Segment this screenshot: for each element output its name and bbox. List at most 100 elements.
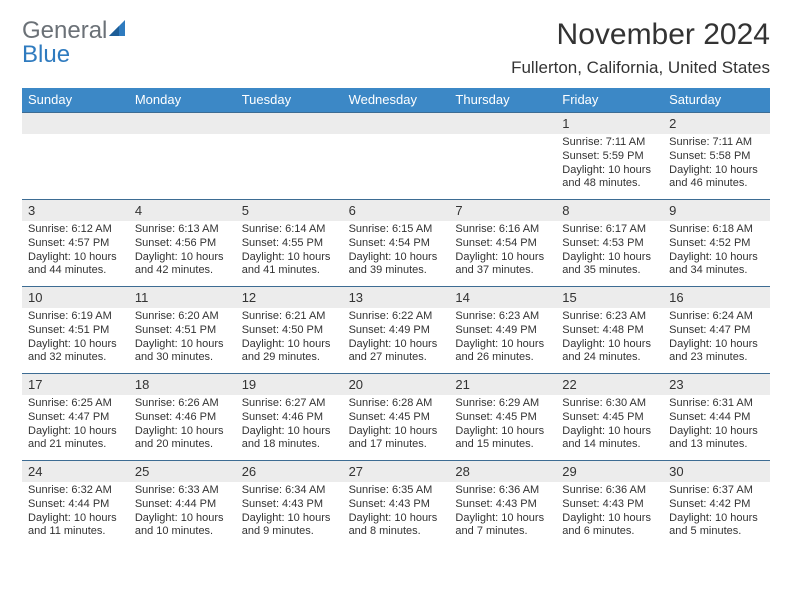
sunset-line: Sunset: 4:43 PM [242,498,337,512]
daylight-line: Daylight: 10 hours and 21 minutes. [28,425,123,453]
sunrise-line: Sunrise: 6:36 AM [562,484,657,498]
daylight-line: Daylight: 10 hours and 10 minutes. [135,512,230,540]
day-detail: Sunrise: 6:28 AMSunset: 4:45 PMDaylight:… [343,395,450,460]
day-detail: Sunrise: 6:26 AMSunset: 4:46 PMDaylight:… [129,395,236,460]
day-number: 19 [236,374,343,395]
location: Fullerton, California, United States [511,58,770,78]
daylight-line: Daylight: 10 hours and 6 minutes. [562,512,657,540]
daylight-line: Daylight: 10 hours and 9 minutes. [242,512,337,540]
sunrise-line: Sunrise: 6:28 AM [349,397,444,411]
day-number: 10 [22,287,129,308]
sunrise-line: Sunrise: 6:30 AM [562,397,657,411]
sunrise-line: Sunrise: 6:35 AM [349,484,444,498]
sunset-line: Sunset: 4:44 PM [135,498,230,512]
day-detail: Sunrise: 6:13 AMSunset: 4:56 PMDaylight:… [129,221,236,286]
sunrise-line: Sunrise: 6:19 AM [28,310,123,324]
sunset-line: Sunset: 4:43 PM [349,498,444,512]
calendar-page: General Blue November 2024 Fullerton, Ca… [0,0,792,557]
daylight-line: Daylight: 10 hours and 35 minutes. [562,251,657,279]
sunrise-line: Sunrise: 6:26 AM [135,397,230,411]
day-number: 9 [663,200,770,221]
daylight-line: Daylight: 10 hours and 7 minutes. [455,512,550,540]
day-number: 6 [343,200,450,221]
sunrise-line: Sunrise: 6:17 AM [562,223,657,237]
daylight-line: Daylight: 10 hours and 13 minutes. [669,425,764,453]
daylight-line: Daylight: 10 hours and 17 minutes. [349,425,444,453]
sunrise-line: Sunrise: 6:37 AM [669,484,764,498]
sunrise-line: Sunrise: 6:15 AM [349,223,444,237]
month-title: November 2024 [511,18,770,52]
day-detail: Sunrise: 6:21 AMSunset: 4:50 PMDaylight:… [236,308,343,373]
day-detail: Sunrise: 6:35 AMSunset: 4:43 PMDaylight:… [343,482,450,547]
day-number [22,113,129,134]
daylight-line: Daylight: 10 hours and 8 minutes. [349,512,444,540]
day-detail: Sunrise: 6:16 AMSunset: 4:54 PMDaylight:… [449,221,556,286]
sunrise-line: Sunrise: 6:31 AM [669,397,764,411]
logo-sail-icon [109,18,129,43]
sunset-line: Sunset: 4:47 PM [669,324,764,338]
day-detail [236,134,343,199]
day-number [129,113,236,134]
day-detail: Sunrise: 6:23 AMSunset: 4:48 PMDaylight:… [556,308,663,373]
daylight-line: Daylight: 10 hours and 32 minutes. [28,338,123,366]
sunset-line: Sunset: 4:49 PM [455,324,550,338]
week-details-row: Sunrise: 6:32 AMSunset: 4:44 PMDaylight:… [22,482,770,547]
sunrise-line: Sunrise: 7:11 AM [562,136,657,150]
sunset-line: Sunset: 4:44 PM [28,498,123,512]
week-number-row: 17181920212223 [22,373,770,395]
day-number: 1 [556,113,663,134]
daylight-line: Daylight: 10 hours and 14 minutes. [562,425,657,453]
day-number: 5 [236,200,343,221]
sunrise-line: Sunrise: 6:14 AM [242,223,337,237]
daylight-line: Daylight: 10 hours and 37 minutes. [455,251,550,279]
sunrise-line: Sunrise: 6:22 AM [349,310,444,324]
sunset-line: Sunset: 4:54 PM [455,237,550,251]
day-detail [129,134,236,199]
sunset-line: Sunset: 4:48 PM [562,324,657,338]
day-detail: Sunrise: 6:33 AMSunset: 4:44 PMDaylight:… [129,482,236,547]
day-detail: Sunrise: 6:36 AMSunset: 4:43 PMDaylight:… [556,482,663,547]
day-detail: Sunrise: 7:11 AMSunset: 5:59 PMDaylight:… [556,134,663,199]
sunset-line: Sunset: 4:45 PM [455,411,550,425]
sunrise-line: Sunrise: 7:11 AM [669,136,764,150]
day-number: 27 [343,461,450,482]
day-number: 16 [663,287,770,308]
day-detail: Sunrise: 6:15 AMSunset: 4:54 PMDaylight:… [343,221,450,286]
day-detail: Sunrise: 6:31 AMSunset: 4:44 PMDaylight:… [663,395,770,460]
day-number: 21 [449,374,556,395]
calendar: SundayMondayTuesdayWednesdayThursdayFrid… [22,88,770,547]
week-number-row: 24252627282930 [22,460,770,482]
week-number-row: 10111213141516 [22,286,770,308]
week-details-row: Sunrise: 7:11 AMSunset: 5:59 PMDaylight:… [22,134,770,199]
day-detail: Sunrise: 6:29 AMSunset: 4:45 PMDaylight:… [449,395,556,460]
day-number: 18 [129,374,236,395]
sunrise-line: Sunrise: 6:24 AM [669,310,764,324]
day-number: 29 [556,461,663,482]
day-number [236,113,343,134]
sunset-line: Sunset: 4:54 PM [349,237,444,251]
day-detail: Sunrise: 6:14 AMSunset: 4:55 PMDaylight:… [236,221,343,286]
day-number [343,113,450,134]
day-number: 4 [129,200,236,221]
sunset-line: Sunset: 4:42 PM [669,498,764,512]
day-number [449,113,556,134]
daylight-line: Daylight: 10 hours and 46 minutes. [669,164,764,192]
title-block: November 2024 Fullerton, California, Uni… [511,18,770,78]
day-number: 13 [343,287,450,308]
day-detail: Sunrise: 6:18 AMSunset: 4:52 PMDaylight:… [663,221,770,286]
daylight-line: Daylight: 10 hours and 5 minutes. [669,512,764,540]
sunset-line: Sunset: 4:47 PM [28,411,123,425]
day-detail: Sunrise: 6:12 AMSunset: 4:57 PMDaylight:… [22,221,129,286]
day-detail: Sunrise: 6:25 AMSunset: 4:47 PMDaylight:… [22,395,129,460]
sunset-line: Sunset: 4:51 PM [28,324,123,338]
daylight-line: Daylight: 10 hours and 20 minutes. [135,425,230,453]
sunrise-line: Sunrise: 6:23 AM [455,310,550,324]
daylight-line: Daylight: 10 hours and 27 minutes. [349,338,444,366]
day-detail: Sunrise: 6:17 AMSunset: 4:53 PMDaylight:… [556,221,663,286]
daylight-line: Daylight: 10 hours and 44 minutes. [28,251,123,279]
day-detail: Sunrise: 6:23 AMSunset: 4:49 PMDaylight:… [449,308,556,373]
daylight-line: Daylight: 10 hours and 11 minutes. [28,512,123,540]
day-number: 17 [22,374,129,395]
daylight-line: Daylight: 10 hours and 34 minutes. [669,251,764,279]
sunset-line: Sunset: 4:46 PM [135,411,230,425]
